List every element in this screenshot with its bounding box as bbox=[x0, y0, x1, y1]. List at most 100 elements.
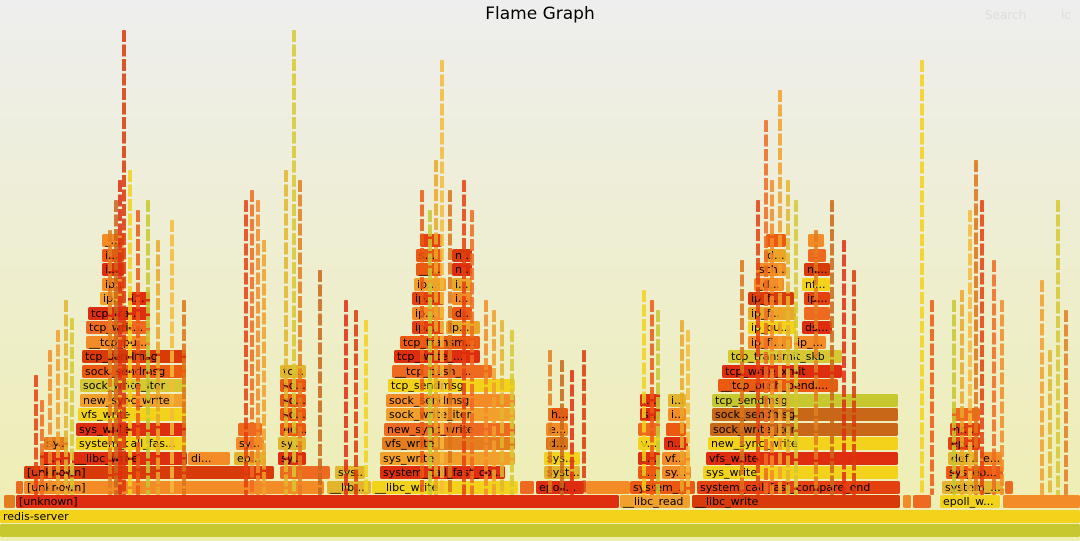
stack-frame-tick[interactable] bbox=[500, 320, 504, 495]
stack-frame-tick[interactable] bbox=[974, 160, 978, 495]
stack-frame[interactable]: [unknown] bbox=[16, 495, 619, 508]
stack-frame[interactable]: ip_... bbox=[794, 335, 826, 349]
stack-frame-tick[interactable] bbox=[428, 210, 432, 495]
stack-frame-tick[interactable] bbox=[582, 350, 586, 495]
stack-frame[interactable] bbox=[520, 480, 534, 494]
stack-frame[interactable] bbox=[913, 495, 931, 508]
stack-frame-tick[interactable] bbox=[1000, 300, 1004, 495]
stack-frame[interactable]: vfs_write bbox=[706, 451, 898, 465]
stack-frame-tick[interactable] bbox=[244, 200, 248, 495]
stack-frame-tick[interactable] bbox=[146, 200, 150, 495]
stack-frame-tick[interactable] bbox=[830, 200, 834, 495]
stack-frame-tick[interactable] bbox=[484, 300, 488, 495]
stack-frame-tick[interactable] bbox=[930, 300, 934, 495]
stack-frame-tick[interactable] bbox=[448, 190, 452, 495]
stack-frame-tick[interactable] bbox=[686, 330, 690, 495]
stack-frame-tick[interactable] bbox=[122, 30, 126, 495]
stack-frame-tick[interactable] bbox=[842, 240, 846, 495]
stack-frame-tick[interactable] bbox=[650, 300, 654, 495]
stack-frame-tick[interactable] bbox=[992, 260, 996, 495]
stack-frame-tick[interactable] bbox=[292, 30, 296, 495]
stack-frame-tick[interactable] bbox=[354, 310, 358, 495]
stack-frame[interactable] bbox=[586, 480, 630, 494]
stack-frame-tick[interactable] bbox=[56, 330, 60, 495]
stack-frame-tick[interactable] bbox=[440, 60, 444, 495]
stack-frame[interactable] bbox=[952, 408, 980, 421]
stack-frame[interactable]: system_... bbox=[942, 480, 1003, 494]
stack-frame-tick[interactable] bbox=[770, 180, 774, 495]
stack-frame-tick[interactable] bbox=[262, 240, 266, 495]
stack-frame-tick[interactable] bbox=[492, 310, 496, 495]
stack-frame-tick[interactable] bbox=[786, 180, 790, 495]
stack-frame[interactable]: di... bbox=[188, 451, 230, 465]
stack-frame-tick[interactable] bbox=[778, 90, 782, 495]
stack-frame-tick[interactable] bbox=[344, 300, 348, 495]
stack-frame-tick[interactable] bbox=[968, 210, 972, 495]
stack-frame-tick[interactable] bbox=[1064, 310, 1068, 495]
stack-frame-tick[interactable] bbox=[548, 350, 552, 495]
stack-frame-tick[interactable] bbox=[70, 318, 74, 495]
stack-frame[interactable]: redis-server bbox=[0, 509, 1080, 523]
stack-frame-tick[interactable] bbox=[298, 180, 302, 495]
stack-frame-tick[interactable] bbox=[980, 200, 984, 495]
stack-frame[interactable]: __libc_read bbox=[620, 495, 690, 508]
stack-frame-tick[interactable] bbox=[1040, 280, 1044, 495]
stack-frame-tick[interactable] bbox=[250, 190, 254, 495]
stack-frame-tick[interactable] bbox=[794, 200, 798, 495]
stack-frame[interactable]: tcp_transmit_skb bbox=[728, 350, 842, 363]
stack-frame-tick[interactable] bbox=[364, 320, 368, 495]
stack-frame[interactable]: __libc_write bbox=[372, 480, 518, 494]
stack-frame-tick[interactable] bbox=[64, 300, 68, 495]
stack-frame-tick[interactable] bbox=[462, 180, 466, 495]
stack-frame-tick[interactable] bbox=[920, 60, 924, 495]
stack-frame-tick[interactable] bbox=[256, 200, 260, 495]
stack-frame[interactable]: [unknown] bbox=[24, 480, 324, 494]
stack-frame-tick[interactable] bbox=[434, 160, 438, 495]
stack-frame-tick[interactable] bbox=[170, 220, 174, 495]
stack-frame-tick[interactable] bbox=[34, 375, 38, 495]
stack-frame[interactable]: sys... bbox=[335, 466, 365, 479]
stack-frame[interactable] bbox=[766, 234, 786, 247]
stack-frame[interactable]: sys_write bbox=[703, 466, 898, 479]
stack-frame[interactable]: _d... bbox=[754, 277, 784, 291]
stack-frame-tick[interactable] bbox=[960, 290, 964, 495]
stack-frame-tick[interactable] bbox=[656, 310, 660, 495]
stack-frame-tick[interactable] bbox=[108, 230, 112, 495]
stack-frame[interactable]: new_sync_write bbox=[708, 437, 898, 450]
stack-frame[interactable] bbox=[16, 480, 23, 494]
stack-frame-tick[interactable] bbox=[740, 260, 744, 495]
stack-frame-tick[interactable] bbox=[48, 350, 52, 495]
stack-frame-tick[interactable] bbox=[852, 270, 856, 495]
stack-frame-tick[interactable] bbox=[318, 270, 322, 495]
stack-frame-tick[interactable] bbox=[470, 210, 474, 495]
stack-frame-tick[interactable] bbox=[128, 170, 132, 495]
stack-frame-tick[interactable] bbox=[420, 190, 424, 495]
stack-frame-tick[interactable] bbox=[570, 370, 574, 495]
stack-frame-tick[interactable] bbox=[1056, 200, 1060, 495]
stack-frame[interactable] bbox=[0, 524, 1080, 537]
stack-frame[interactable] bbox=[1003, 495, 1080, 508]
stack-frame[interactable] bbox=[1005, 480, 1013, 494]
stack-frame[interactable] bbox=[903, 495, 911, 508]
stack-frame[interactable]: sock_write_iter bbox=[710, 422, 898, 436]
stack-frame[interactable]: __libc_write bbox=[692, 495, 900, 508]
stack-frame[interactable]: epoll_w... bbox=[940, 495, 1000, 508]
stack-frame-tick[interactable] bbox=[284, 170, 288, 495]
stack-frame-tick[interactable] bbox=[756, 200, 760, 495]
stack-frame[interactable]: system_... bbox=[630, 480, 695, 494]
stack-frame-tick[interactable] bbox=[510, 330, 514, 495]
stack-frame[interactable]: system_call_fast_compare_end bbox=[697, 480, 900, 494]
stack-frame[interactable]: n... bbox=[664, 437, 688, 450]
stack-frame-tick[interactable] bbox=[118, 180, 122, 495]
search-button[interactable]: Search bbox=[985, 8, 1027, 22]
stack-frame-tick[interactable] bbox=[680, 320, 684, 495]
stack-frame-tick[interactable] bbox=[560, 360, 564, 495]
ignore-case-toggle[interactable]: ic bbox=[1061, 8, 1071, 22]
stack-frame[interactable] bbox=[4, 495, 15, 508]
stack-frame-tick[interactable] bbox=[156, 240, 160, 495]
stack-frame-tick[interactable] bbox=[1048, 350, 1052, 495]
stack-frame-tick[interactable] bbox=[642, 290, 646, 495]
stack-frame-tick[interactable] bbox=[952, 300, 956, 495]
stack-frame-tick[interactable] bbox=[814, 230, 818, 495]
stack-frame-tick[interactable] bbox=[136, 210, 140, 495]
